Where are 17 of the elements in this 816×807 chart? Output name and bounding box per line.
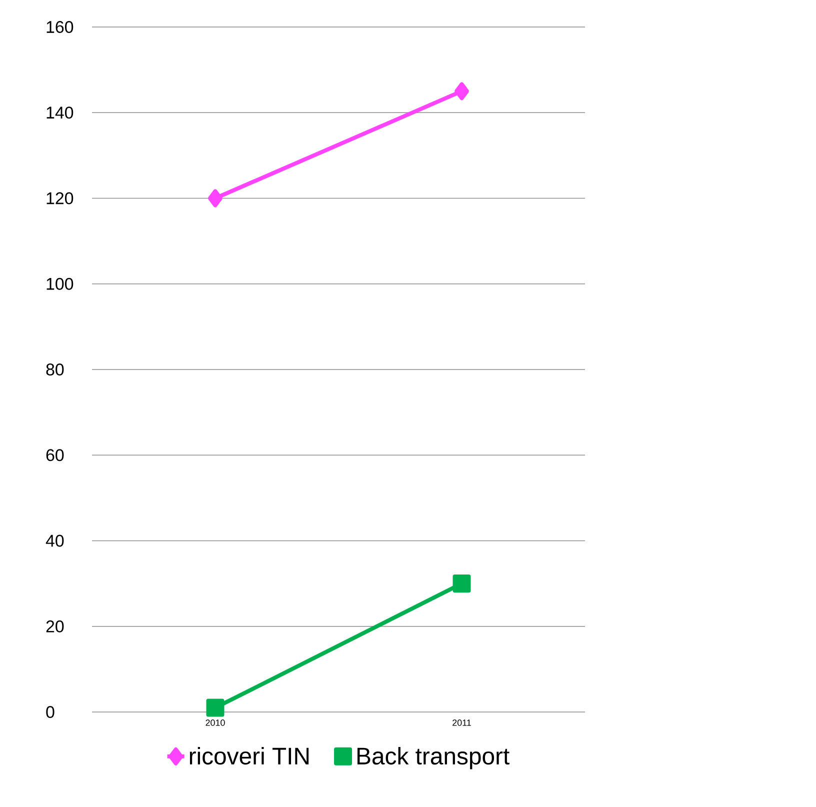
point bbox=[206, 698, 224, 717]
y-tick-label: 140 bbox=[46, 106, 74, 119]
y-tick-label: 0 bbox=[46, 706, 54, 718]
x-tick-label: 2010 bbox=[206, 720, 225, 726]
point bbox=[454, 82, 470, 100]
y-tick-label: 40 bbox=[46, 534, 64, 547]
y-tick-label: 80 bbox=[46, 364, 64, 376]
y-tick-label: 20 bbox=[46, 620, 64, 632]
y-tick-label: 100 bbox=[46, 278, 74, 290]
legend-label: Back transport bbox=[358, 747, 510, 770]
legend-label: ricoveri TIN bbox=[190, 747, 309, 765]
point bbox=[452, 574, 471, 593]
y-tick-label: 60 bbox=[46, 449, 64, 462]
y-tick-label: 120 bbox=[46, 192, 74, 204]
x-tick-label: 2011 bbox=[452, 720, 471, 726]
point bbox=[208, 189, 223, 208]
y-tick-label: 160 bbox=[46, 20, 74, 33]
